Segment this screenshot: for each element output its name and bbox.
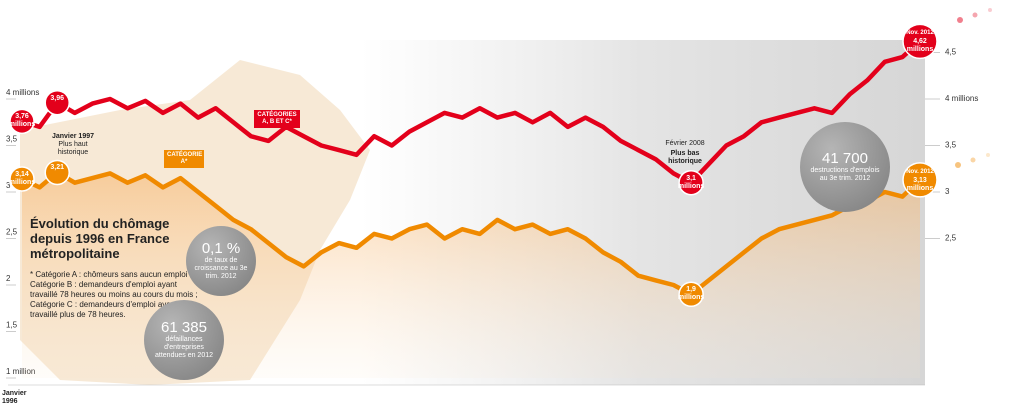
dot: [957, 17, 963, 23]
legend-entry: CATÉGORIE A*: [164, 150, 204, 168]
point-marker: [9, 108, 35, 135]
point-marker: [44, 89, 70, 116]
annotation: Plus haut historique: [57, 141, 89, 156]
y-tick-label: 1,5: [6, 321, 18, 330]
y2-tick-label: 3: [945, 187, 950, 196]
bubble-text: de taux de croissance au 3e trim. 2012: [194, 257, 248, 280]
dot: [986, 153, 990, 157]
dot: [972, 12, 978, 18]
line: [21, 39, 922, 185]
annotation: Février 2008: [665, 140, 705, 147]
legend-entry: CATÉGORIES A, B ET C*: [254, 110, 300, 128]
annotation: Nov. 2012: [906, 168, 934, 175]
bubble-text: défaillances d'entreprises attendues en …: [155, 336, 213, 359]
point-marker: [44, 159, 70, 186]
bubble-value: 0,1 %: [201, 240, 241, 257]
y-tick-label: 3: [6, 181, 11, 190]
y2-tick-label: 2,5: [945, 234, 957, 243]
annotation: Plus bas historique: [668, 150, 702, 165]
y-tick-label: 2: [6, 274, 11, 283]
y-tick-label: 4 millions: [6, 88, 39, 97]
note-line: Catégorie B : demandeurs d'emploi ayant …: [30, 280, 198, 299]
stat-bubble: 61 385 défaillances d'entreprises attendu…: [144, 300, 224, 380]
value-label: 3,96: [50, 94, 65, 102]
dot: [970, 157, 976, 163]
stat-bubble: 41 700 destructions d'emplois au 3e trim.…: [800, 122, 890, 212]
value-label: 3,14 millions: [8, 170, 36, 186]
point-marker: [678, 169, 704, 196]
stat-bubble: 0,1 % de taux de croissance au 3e trim. 2…: [186, 226, 256, 296]
y2-tick-label: 3,5: [945, 141, 957, 150]
value-label: 4,62 millions: [906, 38, 934, 54]
y-tick-label: 2,5: [6, 228, 18, 237]
bubble-value: 61 385: [161, 319, 207, 336]
title: Évolution du chômage depuis 1996 en Fran…: [30, 216, 170, 261]
y-tick-label: 1 million: [6, 367, 35, 376]
value-label: 3,21: [50, 164, 65, 172]
y-tick-label: 3,5: [6, 135, 18, 144]
y2-tick-label: 4,5: [945, 48, 957, 57]
point-marker: [902, 162, 938, 198]
bubble-value: 41 700: [822, 150, 868, 167]
point-marker: [678, 281, 704, 308]
annotation: Nov. 2012: [906, 30, 934, 37]
notes: * Catégorie A : chômeurs sans aucun empl…: [30, 270, 200, 320]
line: [21, 170, 922, 297]
value-label: 3,13 millions: [906, 176, 934, 192]
y2-tick-label: 4 millions: [945, 94, 978, 103]
x-tick-label: Janvier 1996: [2, 390, 27, 405]
value-label: 1,9 millions: [677, 286, 705, 302]
point-marker: [902, 23, 938, 60]
value-label: 3,1 millions: [677, 174, 705, 190]
value-label: 3,76 millions: [8, 113, 36, 129]
area: [22, 172, 920, 378]
point-marker: [9, 166, 35, 192]
dot: [988, 8, 992, 12]
note-line: Catégorie C : demandeurs d'emploi ayant …: [30, 300, 178, 319]
bubble-text: destructions d'emplois au 3e trim. 2012: [810, 167, 880, 182]
dot: [955, 162, 961, 168]
note-line: * Catégorie A : chômeurs sans aucun empl…: [30, 270, 192, 279]
annotation: Janvier 1997: [51, 133, 95, 140]
